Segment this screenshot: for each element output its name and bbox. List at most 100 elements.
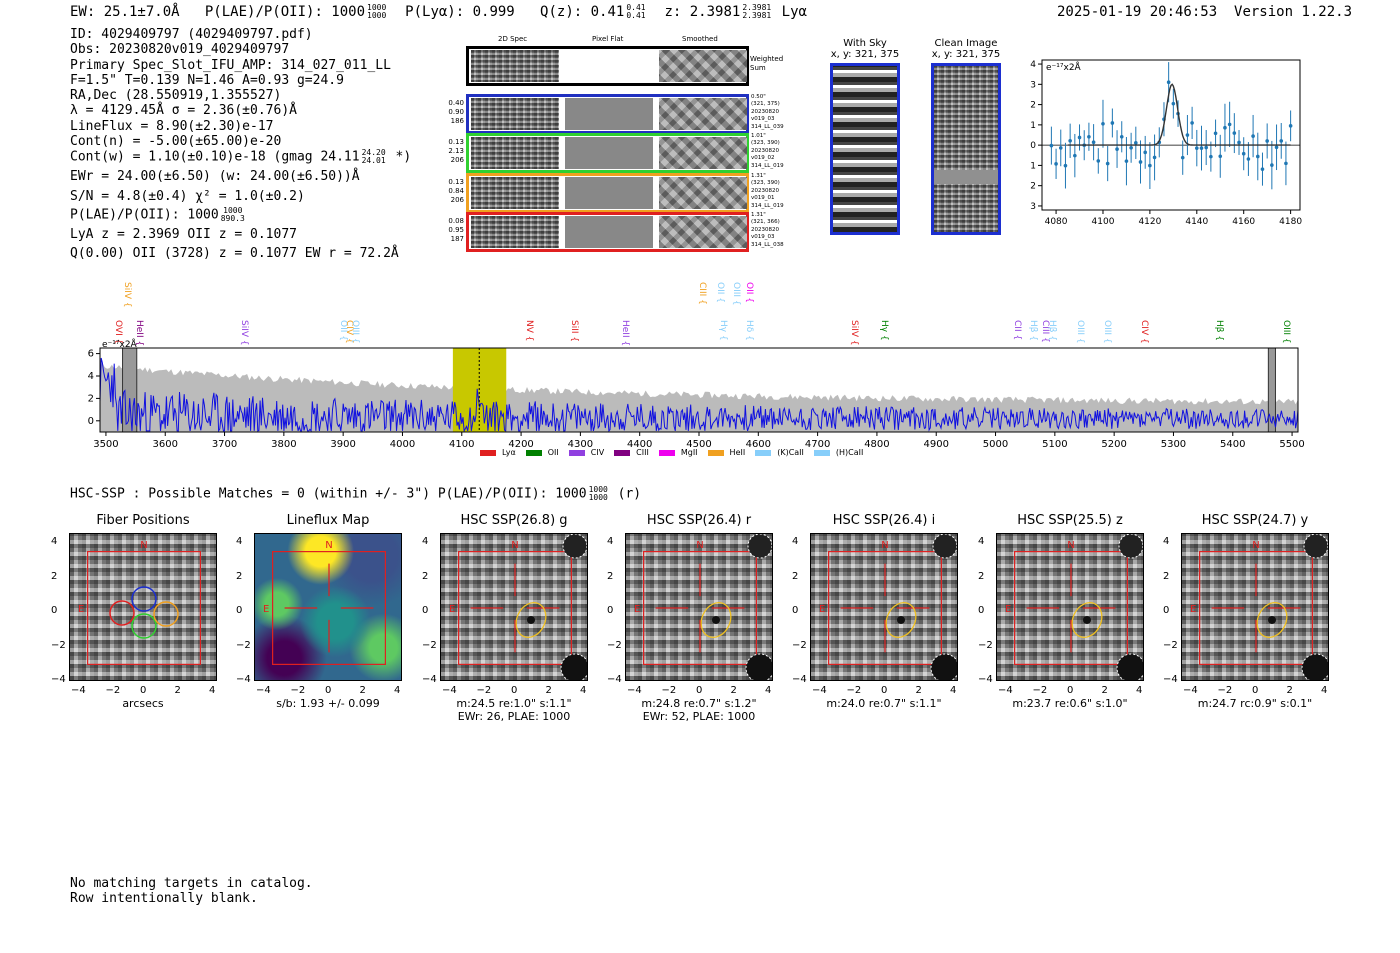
compass-east: E xyxy=(819,604,825,615)
zoom-data-point xyxy=(1213,131,1218,136)
hsc-y-tick: 0 xyxy=(607,605,614,616)
hsc-x-tick: −2 xyxy=(846,685,862,696)
zoom-y-tick-label: 0 xyxy=(1030,141,1036,151)
legend-label: MgII xyxy=(680,448,698,457)
hsc-y-tick: −2 xyxy=(607,639,622,651)
legend-label: OII xyxy=(547,448,559,457)
hsc-y-tick: −2 xyxy=(978,639,993,651)
legend-swatch xyxy=(480,449,496,456)
hsc-x-tick: 4 xyxy=(209,685,216,696)
header-plae-hi: 1000 xyxy=(367,3,387,12)
header-summary: EW: 25.1±7.0Å P(LAE)/P(OII): 1000 1000 100… xyxy=(70,3,807,21)
zoom-data-point xyxy=(1148,163,1152,168)
line-label: OIII { xyxy=(731,282,742,306)
header-z: z: 2.3981 xyxy=(664,4,741,20)
hsc-panel-title: HSC SSP(25.5) z xyxy=(1017,513,1123,528)
hsc-x-tick: 0 xyxy=(1067,685,1074,696)
cutout-overlay: NE xyxy=(263,540,386,665)
info-radec: RA,Dec (28.550919,1.355527) xyxy=(70,88,282,104)
hsc-x-tick: −2 xyxy=(105,685,121,696)
compass-north: N xyxy=(511,540,518,551)
hsc-y-tick: 0 xyxy=(978,605,985,616)
hsc-x-tick: −4 xyxy=(256,685,271,696)
spec2d-row xyxy=(466,133,749,173)
zoom-y-tick-label: 2 xyxy=(1030,101,1036,111)
main-x-tick-label: 3500 xyxy=(93,439,118,450)
info-f-line: F=1.5" T=0.139 N=1.46 A=0.93 g=24.9 xyxy=(70,72,344,88)
row-stat: 0.40 xyxy=(448,99,464,107)
zoom-data-point xyxy=(1284,161,1288,166)
zoom-data-point xyxy=(1237,140,1241,145)
neighbor-source xyxy=(932,534,957,559)
legend-swatch xyxy=(568,449,585,456)
zoom-data-point xyxy=(1232,131,1237,135)
hsc-summary-text: HSC-SSP : Possible Matches = 0 (within +… xyxy=(70,486,587,502)
row-info: 314_LL_039 xyxy=(751,123,784,130)
legend-label: Lyα xyxy=(502,448,516,457)
hsc-x-tick: 4 xyxy=(765,685,772,696)
hsc-x-tick: 0 xyxy=(511,685,518,696)
main-x-tick-label: 5200 xyxy=(1101,439,1126,450)
weighted-sum-label: Weighted Sum xyxy=(750,55,784,72)
cutout-overlay: NE xyxy=(78,540,201,665)
with-sky-title: With Sky xyxy=(843,38,887,49)
hsc-x-tick: 4 xyxy=(1321,685,1328,696)
hsc-y-tick: 4 xyxy=(607,536,614,547)
cutout-overlay: NE xyxy=(449,534,587,680)
hsc-panel-title: Lineflux Map xyxy=(286,513,370,528)
aperture-box xyxy=(1014,551,1128,665)
hsc-y-tick: 2 xyxy=(607,570,614,582)
compass-north: N xyxy=(1252,540,1259,551)
main-x-tick-label: 5500 xyxy=(1279,439,1304,450)
row-smoothed xyxy=(659,98,747,130)
compass-north: N xyxy=(696,540,703,551)
spec2d-row xyxy=(466,212,749,252)
row-pixelflat xyxy=(565,137,653,169)
hsc-panel-title: HSC SSP(26.4) i xyxy=(832,513,936,528)
header-q-hi: 0.41 xyxy=(626,3,646,12)
legend-swatch xyxy=(755,449,772,456)
info-cont-w: Cont(w) = 1.10(±0.10)e-18 (gmag 24.11 xyxy=(70,149,360,165)
row-2dspec xyxy=(471,137,559,169)
hsc-y-tick: 0 xyxy=(792,605,799,616)
hsc-x-tick: −4 xyxy=(1183,685,1198,696)
compass-east: E xyxy=(449,604,455,615)
hsc-x-tick: −4 xyxy=(71,685,86,696)
info-gmag-hi: 24.20 xyxy=(361,148,386,158)
row-stat: 0.84 xyxy=(448,187,464,195)
aperture-box xyxy=(87,551,201,665)
line-label: CIII { xyxy=(696,282,707,305)
hsc-y-tick: 2 xyxy=(422,570,429,582)
row-info: 1.31" xyxy=(751,212,766,218)
header-z-lo: 2.3981 xyxy=(742,11,772,20)
weighted-smoothed xyxy=(659,50,747,82)
zoom-fit-curve xyxy=(1067,83,1291,146)
info-cont-w-end: *) xyxy=(395,149,412,165)
zoom-data-point xyxy=(1152,155,1157,160)
row-stat: 206 xyxy=(450,156,464,164)
zoom-data-point xyxy=(1143,150,1147,155)
zoom-x-tick-label: 4140 xyxy=(1185,217,1208,227)
hsc-caption-2: EWr: 52, PLAE: 1000 xyxy=(642,710,756,723)
main-x-tick-label: 5300 xyxy=(1161,439,1186,450)
neighbor-source xyxy=(1118,534,1143,559)
clean-image xyxy=(931,63,1001,235)
hsc-x-tick: 0 xyxy=(696,685,703,696)
neighbor-source xyxy=(562,534,587,559)
row-smoothed xyxy=(659,216,747,248)
row-stat: 0.90 xyxy=(448,108,464,116)
cutout-overlay: NE xyxy=(819,534,957,680)
hsc-y-tick: −4 xyxy=(1163,674,1178,685)
row-smoothed xyxy=(659,177,747,209)
col-header-pixelflat: Pixel Flat xyxy=(592,35,624,43)
spec2d-row xyxy=(466,94,749,134)
spec2d-row xyxy=(466,173,749,213)
zoom-data-point xyxy=(1171,101,1176,106)
main-x-tick-label: 4800 xyxy=(864,439,889,450)
info-ewr: EWr = 24.00(±6.50) (w: 24.00(±6.50))Å xyxy=(70,169,360,185)
cutout-overlay: NE xyxy=(634,534,772,680)
compass-north: N xyxy=(140,540,147,551)
legend-item: CIV xyxy=(568,448,604,457)
